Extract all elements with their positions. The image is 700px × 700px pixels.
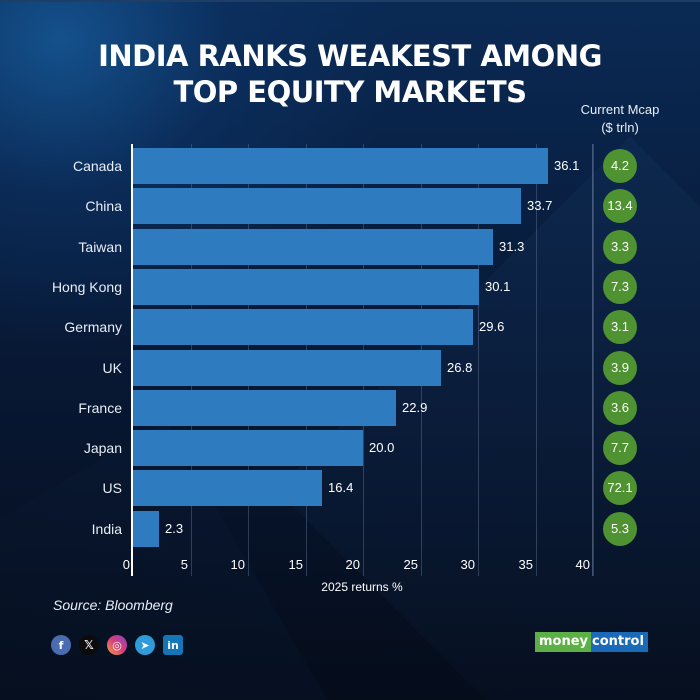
linkedin-icon[interactable]: in [163,635,183,655]
x-tick-label: 15 [288,557,303,572]
bar-value-label: 26.8 [447,360,473,375]
gridline [593,144,594,576]
bar-germany [133,309,473,345]
bar-value-label: 20.0 [369,440,395,455]
mcap-badge: 7.7 [603,431,637,465]
bar-canada [133,148,548,184]
x-tick-label: 20 [345,557,360,572]
mcap-badge: 5.3 [603,512,637,546]
logo-part-money: money [535,632,592,652]
mcap-badge: 3.6 [603,391,637,425]
bar-value-label: 16.4 [328,480,354,495]
bar-value-label: 29.6 [479,319,505,334]
telegram-icon[interactable]: ➤ [135,635,155,655]
chart-title: INDIA RANKS WEAKEST AMONG TOP EQUITY MAR… [0,38,700,110]
x-icon[interactable]: 𝕏 [79,635,99,655]
x-tick-label: 25 [403,557,418,572]
bar-china [133,188,521,224]
country-label: Germany [64,319,122,335]
mcap-column-header: Current Mcap ($ trln) [565,101,675,137]
mcap-badge: 13.4 [603,189,637,223]
bar-value-label: 30.1 [485,279,511,294]
logo-part-control: control [591,632,648,652]
bar-value-label: 36.1 [554,158,580,173]
instagram-icon[interactable]: ◎ [107,635,127,655]
bar-hong-kong [133,269,479,305]
country-label: Hong Kong [51,279,122,295]
mcap-separator [592,144,593,576]
facebook-icon[interactable]: f [51,635,71,655]
bar-value-label: 33.7 [527,198,553,213]
x-tick-label: 0 [122,557,130,572]
source-note: Source: Bloomberg [53,597,173,613]
top-border [0,0,700,2]
mcap-badge: 7.3 [603,270,637,304]
bar-japan [133,430,363,466]
country-label: US [102,480,122,496]
country-label: UK [102,360,122,376]
mcap-header-line-2: ($ trln) [601,120,639,135]
moneycontrol-logo: money control [535,632,648,652]
country-label: Taiwan [78,239,122,255]
mcap-header-line-1: Current Mcap [580,102,660,117]
bar-france [133,390,396,426]
x-tick-label: 40 [575,557,590,572]
mcap-badge: 3.9 [603,351,637,385]
mcap-badge: 72.1 [603,471,637,505]
x-tick-label: 10 [230,557,245,572]
x-axis-label: 2025 returns % [321,580,403,594]
country-label: China [85,198,122,214]
bar-india [133,511,159,547]
x-tick-label: 30 [460,557,475,572]
bar-taiwan [133,229,493,265]
title-line-2: TOP EQUITY MARKETS [173,75,527,109]
country-label: India [91,521,122,537]
mcap-badge: 3.1 [603,310,637,344]
country-label: France [78,400,122,416]
x-tick-label: 35 [518,557,533,572]
bar-value-label: 2.3 [165,521,184,536]
title-line-1: INDIA RANKS WEAKEST AMONG [98,39,602,73]
bar-value-label: 31.3 [499,239,525,254]
bar-uk [133,350,441,386]
x-tick-label: 5 [180,557,188,572]
country-label: Japan [83,440,122,456]
y-axis-line [131,144,133,576]
bar-value-label: 22.9 [402,400,428,415]
country-label: Canada [72,158,122,174]
bar-us [133,470,322,506]
social-links: f 𝕏 ◎ ➤ in [51,635,183,655]
gridline [536,144,537,576]
mcap-badge: 3.3 [603,230,637,264]
mcap-badge: 4.2 [603,149,637,183]
gridline [478,144,479,576]
